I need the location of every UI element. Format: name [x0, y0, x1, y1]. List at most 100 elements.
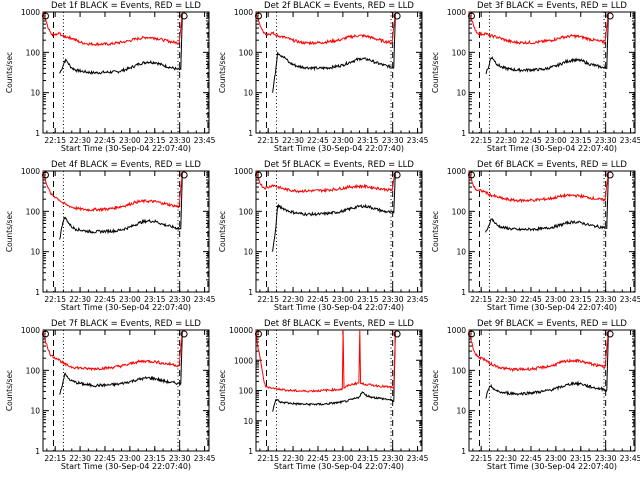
lld-series-line	[42, 11, 183, 47]
x-axis-label: Start Time (30-Sep-04 22:07:40)	[61, 303, 191, 312]
x-tick-label: 23:00	[119, 295, 141, 304]
x-tick-label: 22:45	[307, 136, 329, 145]
y-tick-label: 1000	[234, 356, 253, 365]
y-tick-label: 10	[243, 248, 253, 257]
x-tick-label: 22:15	[44, 136, 66, 145]
x-tick-label: 23:15	[570, 454, 592, 463]
plot-frame	[42, 170, 210, 293]
x-tick-label: 23:30	[382, 136, 404, 145]
y-tick-label: 10	[456, 407, 466, 416]
y-axis-label: Counts/sec	[5, 370, 14, 411]
y-tick-label: 1	[248, 129, 253, 138]
panel-title: Det 8f BLACK = Events, RED = LLD	[264, 319, 414, 329]
panel-title: Det 1f BLACK = Events, RED = LLD	[51, 1, 201, 11]
saturation-marker	[180, 330, 188, 338]
plot-frame	[42, 11, 210, 134]
panel-title: Det 6f BLACK = Events, RED = LLD	[477, 160, 627, 170]
x-tick-label: 22:30	[69, 295, 91, 304]
saturation-marker	[467, 171, 475, 179]
x-axis-label: Start Time (30-Sep-04 22:07:40)	[61, 144, 191, 153]
lld-series-line	[468, 329, 609, 373]
y-tick-label: 1	[35, 447, 40, 456]
x-tick-label: 23:30	[382, 295, 404, 304]
y-tick-label: 10	[456, 89, 466, 98]
x-tick-label: 23:45	[194, 454, 216, 463]
y-axis-label: Counts/sec	[431, 370, 440, 411]
y-axis-label: Counts/sec	[218, 211, 227, 252]
x-tick-label: 22:15	[257, 295, 279, 304]
x-tick-label: 23:15	[570, 295, 592, 304]
plot-frame	[42, 329, 210, 452]
saturation-marker	[180, 171, 188, 179]
y-tick-label: 10	[30, 407, 40, 416]
x-axis-label: Start Time (30-Sep-04 22:07:40)	[61, 462, 191, 471]
plot-frame	[255, 11, 423, 134]
x-tick-label: 23:30	[595, 295, 617, 304]
events-series-line	[272, 11, 396, 93]
plot-frame	[255, 170, 423, 293]
y-tick-label: 1	[461, 129, 466, 138]
y-tick-label: 100	[26, 366, 41, 375]
y-tick-label: 100	[239, 387, 254, 396]
panel-det-7f: Det 7f BLACK = Events, RED = LLD Counts/s…	[5, 319, 216, 471]
panel-title: Det 5f BLACK = Events, RED = LLD	[264, 160, 414, 170]
y-tick-label: 10000	[229, 326, 253, 335]
y-axis-label: Counts/sec	[431, 52, 440, 93]
saturation-marker	[467, 12, 475, 20]
x-tick-label: 22:45	[94, 295, 116, 304]
y-tick-label: 10	[456, 248, 466, 257]
panel-title: Det 4f BLACK = Events, RED = LLD	[51, 160, 201, 170]
x-tick-label: 22:30	[495, 295, 517, 304]
y-tick-label: 100	[26, 48, 41, 57]
y-tick-label: 1	[461, 447, 466, 456]
x-axis-label: Start Time (30-Sep-04 22:07:40)	[487, 462, 617, 471]
saturation-marker	[393, 171, 401, 179]
y-tick-label: 10	[30, 248, 40, 257]
x-tick-label: 23:15	[570, 136, 592, 145]
lld-series-line	[42, 170, 183, 213]
y-tick-label: 1000	[21, 8, 40, 17]
x-tick-label: 23:30	[382, 454, 404, 463]
x-tick-label: 23:30	[595, 454, 617, 463]
x-tick-label: 23:45	[194, 295, 216, 304]
panel-det-4f: Det 4f BLACK = Events, RED = LLD Counts/s…	[5, 160, 216, 312]
x-tick-label: 23:30	[169, 454, 191, 463]
panel-det-3f: Det 3f BLACK = Events, RED = LLD Counts/s…	[431, 1, 640, 153]
panel-det-2f: Det 2f BLACK = Events, RED = LLD Counts/s…	[218, 1, 429, 153]
x-tick-label: 23:30	[595, 136, 617, 145]
saturation-marker	[393, 330, 401, 338]
x-tick-label: 22:30	[69, 454, 91, 463]
plot-frame	[468, 329, 636, 452]
saturation-marker	[606, 171, 614, 179]
x-tick-label: 23:00	[119, 454, 141, 463]
y-tick-label: 100	[239, 207, 254, 216]
y-axis-label: Counts/sec	[218, 370, 227, 411]
lld-series-line	[468, 170, 609, 204]
y-tick-label: 1000	[447, 167, 466, 176]
panel-title: Det 9f BLACK = Events, RED = LLD	[477, 319, 627, 329]
y-tick-label: 1	[35, 288, 40, 297]
saturation-marker	[41, 171, 49, 179]
saturation-marker	[254, 171, 262, 179]
saturation-marker	[467, 330, 475, 338]
x-tick-label: 22:30	[282, 295, 304, 304]
x-tick-label: 22:30	[282, 454, 304, 463]
x-tick-label: 23:45	[407, 454, 429, 463]
lld-series-line	[255, 170, 396, 194]
lld-series-line	[42, 329, 183, 372]
x-tick-label: 23:00	[332, 136, 354, 145]
x-tick-label: 22:45	[94, 136, 116, 145]
saturation-marker	[41, 12, 49, 20]
saturation-marker	[254, 12, 262, 20]
events-series-line	[59, 170, 183, 240]
x-tick-label: 23:15	[357, 136, 379, 145]
y-tick-label: 1	[248, 447, 253, 456]
x-tick-label: 22:45	[520, 295, 542, 304]
x-axis-label: Start Time (30-Sep-04 22:07:40)	[487, 303, 617, 312]
saturation-marker	[254, 330, 262, 338]
panel-det-5f: Det 5f BLACK = Events, RED = LLD Counts/s…	[218, 160, 429, 312]
x-tick-label: 23:45	[620, 454, 640, 463]
x-tick-label: 22:15	[257, 136, 279, 145]
x-tick-label: 23:00	[332, 295, 354, 304]
x-tick-label: 22:30	[282, 136, 304, 145]
